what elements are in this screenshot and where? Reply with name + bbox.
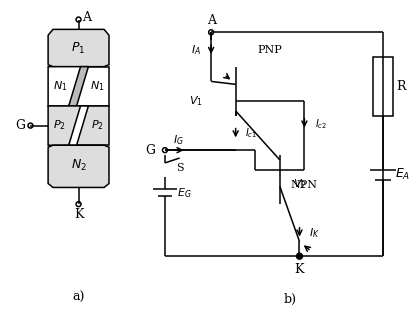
Circle shape bbox=[297, 253, 302, 259]
Text: A: A bbox=[207, 14, 216, 27]
Text: PNP: PNP bbox=[258, 45, 282, 55]
Text: a): a) bbox=[72, 291, 85, 304]
Text: $E_A$: $E_A$ bbox=[395, 167, 409, 182]
Text: K: K bbox=[295, 264, 304, 276]
Text: $N_2$: $N_2$ bbox=[71, 158, 87, 173]
Polygon shape bbox=[69, 67, 109, 106]
Text: $P_1$: $P_1$ bbox=[72, 40, 86, 56]
Text: $I_G$: $I_G$ bbox=[173, 133, 184, 147]
Polygon shape bbox=[48, 29, 109, 67]
Polygon shape bbox=[48, 145, 109, 187]
Text: A: A bbox=[82, 11, 91, 24]
Text: R: R bbox=[396, 80, 405, 93]
Text: S: S bbox=[176, 163, 184, 173]
Bar bbox=[373, 57, 393, 116]
Polygon shape bbox=[48, 106, 88, 145]
Text: G: G bbox=[145, 144, 155, 157]
Text: b): b) bbox=[283, 293, 296, 306]
Text: $V_1$: $V_1$ bbox=[189, 94, 203, 108]
Text: K: K bbox=[74, 209, 83, 222]
Text: NPN: NPN bbox=[291, 179, 318, 190]
Text: $N_1$: $N_1$ bbox=[53, 79, 67, 93]
Text: $N_1$: $N_1$ bbox=[90, 79, 104, 93]
Text: G: G bbox=[16, 119, 26, 132]
Polygon shape bbox=[48, 67, 88, 106]
Polygon shape bbox=[69, 106, 109, 145]
Text: $I_{c2}$: $I_{c2}$ bbox=[315, 117, 327, 131]
Polygon shape bbox=[69, 106, 88, 145]
Text: $I_{c1}$: $I_{c1}$ bbox=[245, 126, 258, 140]
Text: $P_2$: $P_2$ bbox=[54, 119, 66, 132]
Text: $E_G$: $E_G$ bbox=[177, 186, 192, 200]
Text: $V_2$: $V_2$ bbox=[292, 178, 306, 191]
Text: $I_K$: $I_K$ bbox=[309, 226, 320, 240]
Text: $I_A$: $I_A$ bbox=[191, 43, 201, 57]
Polygon shape bbox=[69, 67, 88, 106]
Text: $P_2$: $P_2$ bbox=[91, 119, 103, 132]
